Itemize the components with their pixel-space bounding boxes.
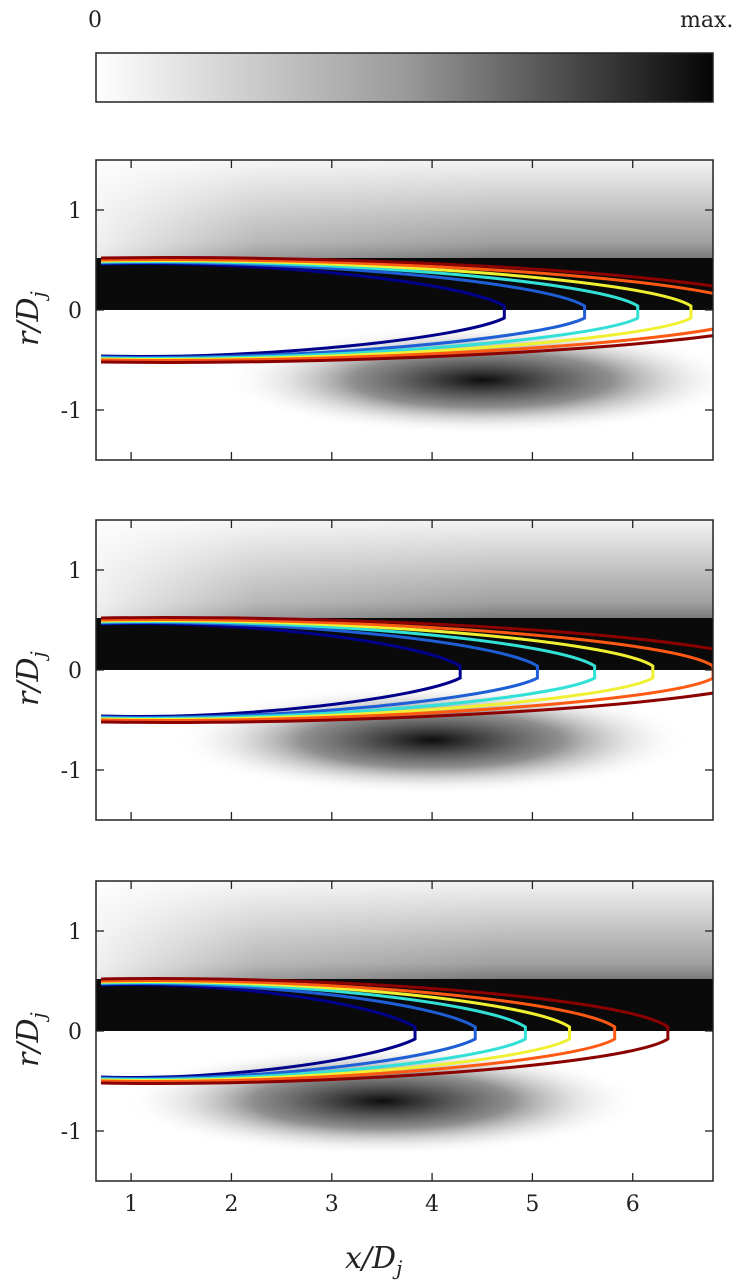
contour-line-3 xyxy=(100,260,640,360)
contour-line-4 xyxy=(100,259,693,361)
y-tick-label: 0 xyxy=(68,659,82,684)
contour-line-4 xyxy=(100,619,655,721)
contour-line-5 xyxy=(100,979,617,1083)
y-tick-label: 0 xyxy=(68,299,82,324)
contour-line-2 xyxy=(100,982,477,1080)
contour-line-5 xyxy=(100,618,713,722)
contour-line-1 xyxy=(100,622,462,718)
contour-line-5 xyxy=(100,258,713,362)
colorbar: 0 max. xyxy=(88,8,733,103)
contour-line-4 xyxy=(100,980,572,1082)
contour-line-3 xyxy=(100,620,597,720)
y-tick-label: 1 xyxy=(68,199,82,224)
intensity-field xyxy=(96,160,713,460)
colorbar-max-label: max. xyxy=(680,8,733,33)
y-tick-label: 1 xyxy=(68,920,82,945)
y-tick-label: -1 xyxy=(61,399,82,424)
centerline-gap xyxy=(96,670,713,680)
x-tick-label: 6 xyxy=(626,1192,640,1217)
x-tick-label: 4 xyxy=(425,1192,439,1217)
colorbar-min-label: 0 xyxy=(88,8,102,33)
contour-line-2 xyxy=(100,621,539,719)
contour-line-6 xyxy=(100,616,713,724)
panel-3: 1 2 3 4 5 6 1 0 -1 r/Dj xyxy=(11,880,714,1217)
x-tick-label: 1 xyxy=(124,1192,138,1217)
panel-1: 1 0 -1 r/Dj xyxy=(11,159,714,461)
x-tick-label: 2 xyxy=(224,1192,238,1217)
x-tick-label: 3 xyxy=(325,1192,339,1217)
intensity-field xyxy=(96,881,713,1181)
x-axis-label: x/Dj xyxy=(345,1241,402,1280)
intensity-field xyxy=(96,520,713,820)
y-tick-label: 0 xyxy=(68,1020,82,1045)
y-axis-label: r/Dj xyxy=(11,651,50,706)
contour-line-1 xyxy=(100,983,417,1079)
x-tick-label: 5 xyxy=(525,1192,539,1217)
contour-line-1 xyxy=(100,262,506,358)
centerline-gap xyxy=(96,1031,713,1041)
centerline-gap xyxy=(96,310,713,320)
contour-line-6 xyxy=(100,977,670,1085)
y-axis-label: r/Dj xyxy=(11,291,50,346)
panel-2: 1 0 -1 r/Dj xyxy=(11,519,714,821)
y-tick-label: 1 xyxy=(68,559,82,584)
y-tick-label: -1 xyxy=(61,1120,82,1145)
contour-line-3 xyxy=(100,981,527,1081)
contour-line-2 xyxy=(100,261,587,359)
y-tick-label: -1 xyxy=(61,759,82,784)
y-axis-label: r/Dj xyxy=(11,1012,50,1067)
contour-line-6 xyxy=(100,256,713,364)
colorbar-gradient xyxy=(95,52,714,103)
